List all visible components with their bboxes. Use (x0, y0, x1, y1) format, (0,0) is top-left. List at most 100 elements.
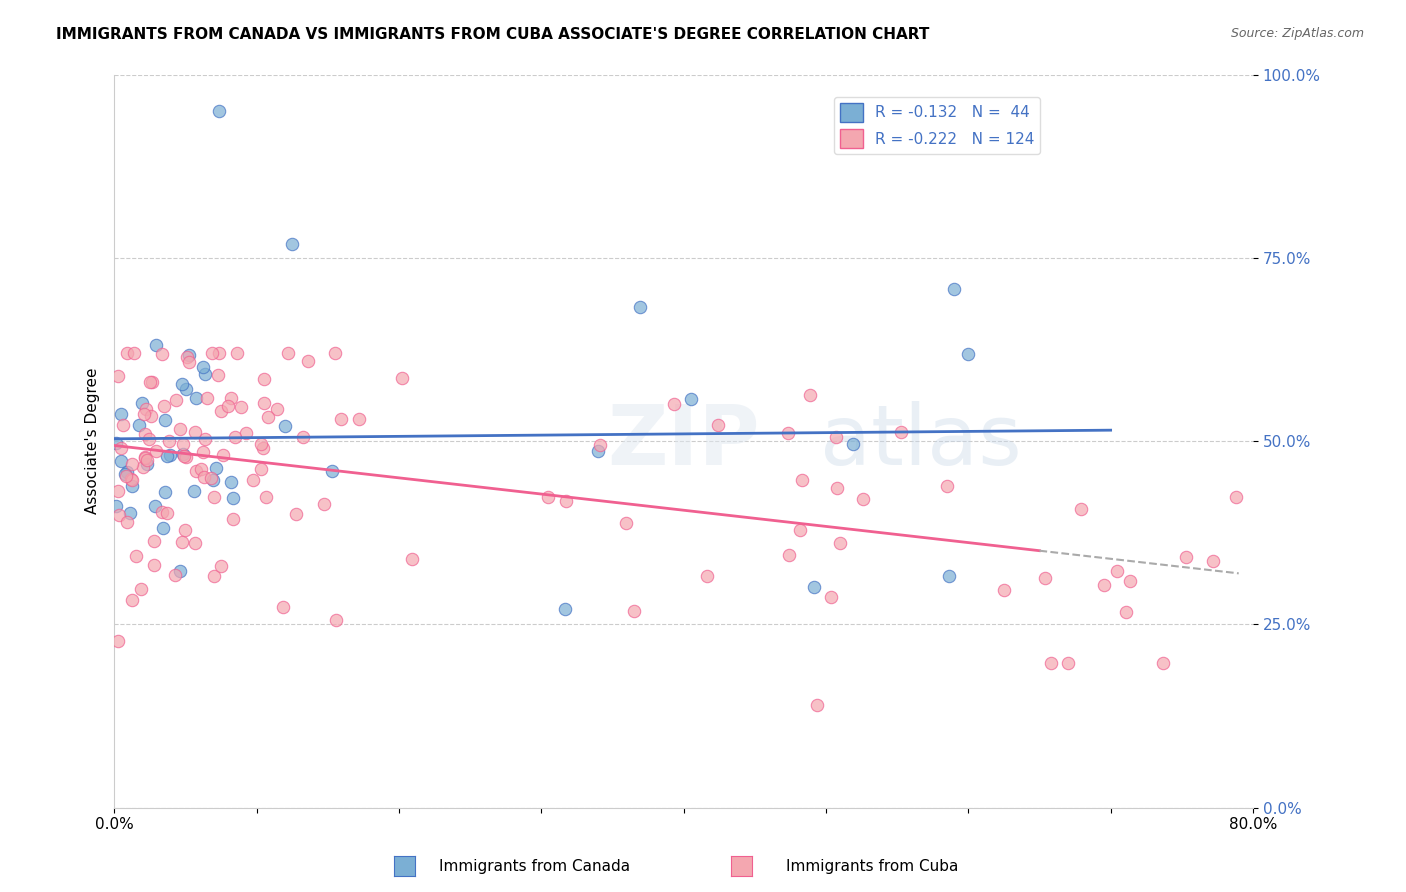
Point (121, 478, 143, 492)
Point (107, 633, 129, 648)
Point (136, 457, 159, 471)
Point (110, 453, 132, 467)
Point (224, 429, 246, 443)
Point (128, 418, 150, 433)
Point (803, 580, 825, 594)
Point (153, 399, 176, 413)
Point (104, 499, 127, 513)
Point (132, 459, 155, 474)
Point (935, 479, 957, 493)
Point (254, 490, 277, 504)
Point (174, 450, 197, 464)
Point (614, 516, 637, 530)
Point (169, 422, 191, 436)
Point (696, 569, 718, 583)
Point (172, 436, 194, 450)
Point (662, 397, 685, 411)
Point (707, 418, 730, 433)
Text: Immigrants from Canada: Immigrants from Canada (439, 859, 630, 874)
Point (281, 237, 304, 252)
Point (225, 346, 247, 360)
Point (211, 558, 233, 573)
Point (221, 391, 243, 405)
Point (117, 465, 139, 479)
Point (132, 407, 155, 421)
Point (957, 346, 980, 360)
Point (201, 346, 224, 360)
Point (135, 402, 157, 417)
Point (159, 448, 181, 462)
Point (537, 490, 560, 504)
Point (170, 377, 193, 392)
Point (114, 467, 136, 481)
Point (401, 552, 423, 566)
Point (323, 346, 346, 360)
Point (271, 600, 294, 615)
Point (222, 491, 245, 505)
Point (391, 371, 413, 385)
Point (943, 282, 966, 296)
Point (586, 443, 609, 458)
Point (165, 567, 187, 582)
Point (155, 412, 177, 426)
Point (1175, 550, 1198, 565)
Point (273, 419, 295, 434)
Point (825, 430, 848, 444)
Text: ZIP: ZIP (607, 401, 759, 482)
Point (202, 569, 225, 583)
Point (217, 399, 239, 413)
Point (235, 425, 257, 440)
Point (111, 417, 134, 432)
Point (828, 536, 851, 550)
Point (143, 534, 166, 549)
Point (193, 360, 215, 375)
Point (249, 461, 271, 475)
Point (242, 473, 264, 487)
Point (852, 492, 875, 507)
Point (321, 464, 343, 478)
Point (172, 446, 194, 460)
Point (257, 409, 280, 424)
Point (194, 432, 217, 446)
Point (202, 490, 225, 504)
Point (1119, 574, 1142, 588)
Point (138, 432, 160, 446)
Point (193, 470, 215, 484)
Point (827, 481, 849, 495)
Point (136, 452, 159, 467)
Text: IMMIGRANTS FROM CANADA VS IMMIGRANTS FROM CUBA ASSOCIATE'S DEGREE CORRELATION CH: IMMIGRANTS FROM CANADA VS IMMIGRANTS FRO… (56, 27, 929, 42)
Point (152, 520, 174, 534)
Point (589, 438, 612, 452)
Point (115, 346, 138, 360)
Point (200, 470, 222, 484)
Point (156, 449, 179, 463)
Point (1092, 578, 1115, 592)
Point (184, 536, 207, 550)
Point (150, 505, 173, 519)
Point (789, 523, 811, 537)
Point (134, 450, 156, 464)
Point (191, 445, 214, 459)
Y-axis label: Associate's Degree: Associate's Degree (86, 368, 100, 515)
Point (349, 412, 371, 426)
Point (143, 499, 166, 513)
Point (107, 483, 129, 498)
Point (229, 400, 252, 414)
Point (177, 348, 200, 362)
Point (209, 403, 232, 417)
Point (1070, 501, 1092, 516)
Point (177, 355, 200, 369)
Point (1105, 564, 1128, 578)
Point (114, 469, 136, 483)
Point (183, 484, 205, 499)
Point (121, 592, 143, 607)
Point (186, 391, 208, 405)
Point (205, 460, 228, 475)
Point (159, 434, 181, 448)
Point (197, 391, 219, 405)
Point (141, 409, 163, 423)
Point (138, 375, 160, 389)
Point (176, 350, 198, 364)
Point (681, 392, 703, 406)
Text: Immigrants from Cuba: Immigrants from Cuba (786, 859, 957, 874)
